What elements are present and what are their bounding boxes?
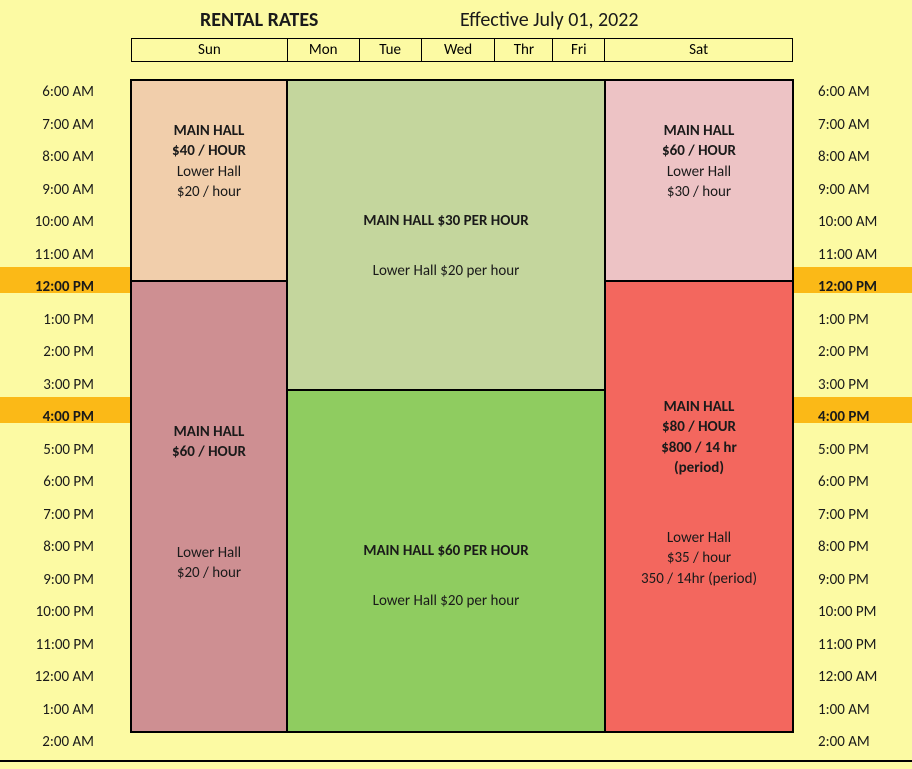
time-label: 2:00 PM — [0, 336, 94, 369]
time-label: 2:00 AM — [0, 726, 94, 759]
time-label: 11:00 AM — [0, 239, 94, 272]
day-header: SunMonTueWedThrFriSat — [131, 38, 793, 62]
time-label: 8:00 PM — [818, 531, 912, 564]
day-header-cell: Tue — [360, 39, 422, 61]
time-label: 9:00 PM — [818, 564, 912, 597]
time-label: 6:00 AM — [818, 76, 912, 109]
time-label: 12:00 PM — [0, 271, 94, 304]
time-label: 7:00 AM — [818, 109, 912, 142]
rate-block-sat_pm: MAIN HALL$80 / HOUR$800 / 14 hr(period)L… — [605, 281, 793, 732]
rate-block-sun_pm: MAIN HALL$60 / HOURLower Hall$20 / hour — [131, 281, 287, 732]
time-label: 10:00 AM — [818, 206, 912, 239]
time-label: 11:00 PM — [818, 629, 912, 662]
title-row: RENTAL RATES Effective July 01, 2022 — [0, 6, 912, 34]
day-header-cell: Mon — [288, 39, 360, 61]
time-label: 2:00 AM — [818, 726, 912, 759]
time-label: 10:00 PM — [818, 596, 912, 629]
rate-block-wk_am: MAIN HALL $30 PER HOURLower Hall $20 per… — [287, 80, 605, 390]
time-label: 10:00 AM — [0, 206, 94, 239]
rate-grid: MAIN HALL$40 / HOURLower Hall$20 / hourM… — [131, 80, 793, 732]
time-label: 4:00 PM — [818, 401, 912, 434]
time-label: 8:00 AM — [818, 141, 912, 174]
time-label: 12:00 PM — [818, 271, 912, 304]
day-header-cell: Thr — [495, 39, 553, 61]
bottom-border — [0, 760, 912, 762]
time-label: 10:00 PM — [0, 596, 94, 629]
time-label: 4:00 PM — [0, 401, 94, 434]
time-label: 7:00 PM — [0, 499, 94, 532]
time-label: 6:00 PM — [818, 466, 912, 499]
day-header-cell: Wed — [422, 39, 496, 61]
time-label: 9:00 AM — [0, 174, 94, 207]
time-label: 7:00 AM — [0, 109, 94, 142]
time-label: 1:00 PM — [0, 304, 94, 337]
time-label: 7:00 PM — [818, 499, 912, 532]
time-label: 3:00 PM — [818, 369, 912, 402]
time-label: 1:00 PM — [818, 304, 912, 337]
time-label: 5:00 PM — [818, 434, 912, 467]
time-label: 11:00 PM — [0, 629, 94, 662]
rental-rates-page: RENTAL RATES Effective July 01, 2022 Sun… — [0, 0, 912, 769]
time-label: 6:00 AM — [0, 76, 94, 109]
day-header-cell: Sat — [605, 39, 793, 61]
rate-block-sat_am: MAIN HALL$60 / HOURLower Hall$30 / hour — [605, 80, 793, 281]
time-label: 6:00 PM — [0, 466, 94, 499]
rate-block-wk_pm: MAIN HALL $60 PER HOURLower Hall $20 per… — [287, 390, 605, 732]
day-header-cell: Fri — [553, 39, 605, 61]
time-label: 1:00 AM — [818, 694, 912, 727]
page-title: RENTAL RATES — [200, 8, 318, 32]
rate-block-sun_am: MAIN HALL$40 / HOURLower Hall$20 / hour — [131, 80, 287, 281]
time-label: 9:00 PM — [0, 564, 94, 597]
time-label: 12:00 AM — [818, 661, 912, 694]
day-header-cell: Sun — [132, 39, 288, 61]
time-label: 3:00 PM — [0, 369, 94, 402]
time-label: 11:00 AM — [818, 239, 912, 272]
time-label: 2:00 PM — [818, 336, 912, 369]
time-label: 12:00 AM — [0, 661, 94, 694]
time-column-left: 6:00 AM7:00 AM8:00 AM9:00 AM10:00 AM11:0… — [0, 76, 110, 759]
effective-date: Effective July 01, 2022 — [460, 8, 639, 32]
time-label: 8:00 AM — [0, 141, 94, 174]
time-label: 5:00 PM — [0, 434, 94, 467]
time-label: 8:00 PM — [0, 531, 94, 564]
time-label: 9:00 AM — [818, 174, 912, 207]
time-label: 1:00 AM — [0, 694, 94, 727]
time-column-right: 6:00 AM7:00 AM8:00 AM9:00 AM10:00 AM11:0… — [802, 76, 912, 759]
